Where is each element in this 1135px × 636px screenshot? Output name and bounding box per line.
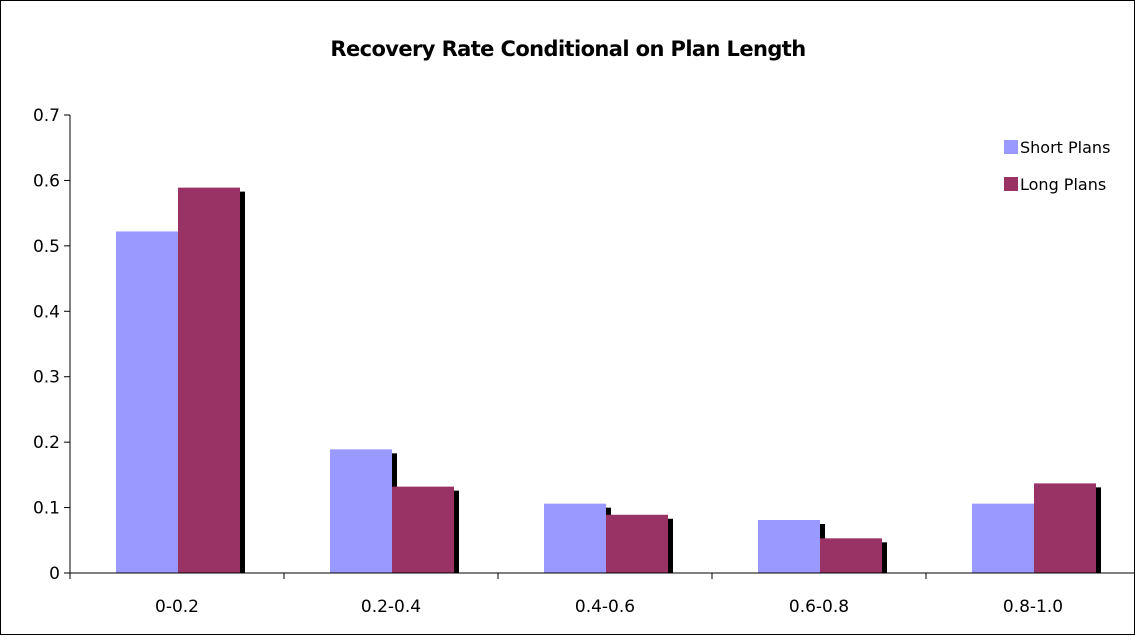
legend-label-short-plans: Short Plans [1020,138,1110,157]
y-tick-label: 0.1 [33,499,60,519]
y-axis-ticks: 0 0.1 0.2 0.3 0.4 0.5 0.6 0.7 [33,106,70,584]
x-tick-label: 0-0.2 [155,597,199,617]
y-tick-label: 0.2 [33,433,60,453]
bar-short-plans [544,503,606,573]
bar-long-plans [392,486,454,573]
bar-short-plans [116,231,178,573]
legend-swatch-short-plans [1004,140,1018,154]
y-tick-label: 0.6 [33,171,60,191]
x-tick-label: 0.6-0.8 [789,597,849,617]
x-tick-label: 0.4-0.6 [575,597,635,617]
bar-long-plans [178,187,240,573]
y-tick-label: 0.4 [33,302,60,322]
bar-short-plans [758,520,820,573]
y-tick-label: 0.5 [33,237,60,257]
legend: Short Plans Long Plans [1004,138,1110,194]
y-tick-label: 0.3 [33,368,60,388]
x-axis-ticks: 0-0.2 0.2-0.4 0.4-0.6 0.6-0.8 0.8-1.0 [69,573,1063,617]
chart-title: Recovery Rate Conditional on Plan Length [330,37,805,61]
bar-long-plans [606,514,668,573]
legend-swatch-long-plans [1004,177,1018,191]
x-tick-label: 0.2-0.4 [361,597,421,617]
bar-long-plans [820,538,882,573]
y-tick-label: 0 [49,564,60,584]
bar-long-plans [1034,483,1096,573]
bars [116,187,1096,573]
bar-short-plans [330,449,392,573]
legend-label-long-plans: Long Plans [1020,175,1106,194]
x-tick-label: 0.8-1.0 [1003,597,1063,617]
y-tick-label: 0.7 [33,106,60,126]
bar-short-plans [972,503,1034,573]
